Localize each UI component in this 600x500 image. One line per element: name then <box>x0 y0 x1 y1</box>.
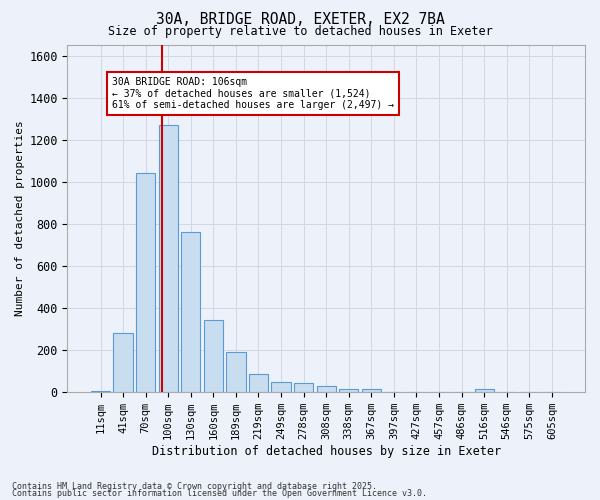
Bar <box>249 374 268 392</box>
Bar <box>181 232 200 392</box>
Bar <box>294 384 313 392</box>
Text: Size of property relative to detached houses in Exeter: Size of property relative to detached ho… <box>107 25 493 38</box>
Y-axis label: Number of detached properties: Number of detached properties <box>15 120 25 316</box>
Bar <box>204 320 223 392</box>
Bar <box>475 388 494 392</box>
Bar <box>339 388 358 392</box>
Bar <box>226 352 245 392</box>
Bar <box>317 386 336 392</box>
Bar <box>362 388 381 392</box>
Text: 30A, BRIDGE ROAD, EXETER, EX2 7BA: 30A, BRIDGE ROAD, EXETER, EX2 7BA <box>155 12 445 28</box>
Bar <box>113 333 133 392</box>
Bar <box>91 390 110 392</box>
X-axis label: Distribution of detached houses by size in Exeter: Distribution of detached houses by size … <box>152 444 501 458</box>
Text: 30A BRIDGE ROAD: 106sqm
← 37% of detached houses are smaller (1,524)
61% of semi: 30A BRIDGE ROAD: 106sqm ← 37% of detache… <box>112 76 394 110</box>
Bar <box>136 173 155 392</box>
Bar <box>271 382 290 392</box>
Text: Contains HM Land Registry data © Crown copyright and database right 2025.: Contains HM Land Registry data © Crown c… <box>12 482 377 491</box>
Text: Contains public sector information licensed under the Open Government Licence v3: Contains public sector information licen… <box>12 490 427 498</box>
Bar <box>158 125 178 392</box>
